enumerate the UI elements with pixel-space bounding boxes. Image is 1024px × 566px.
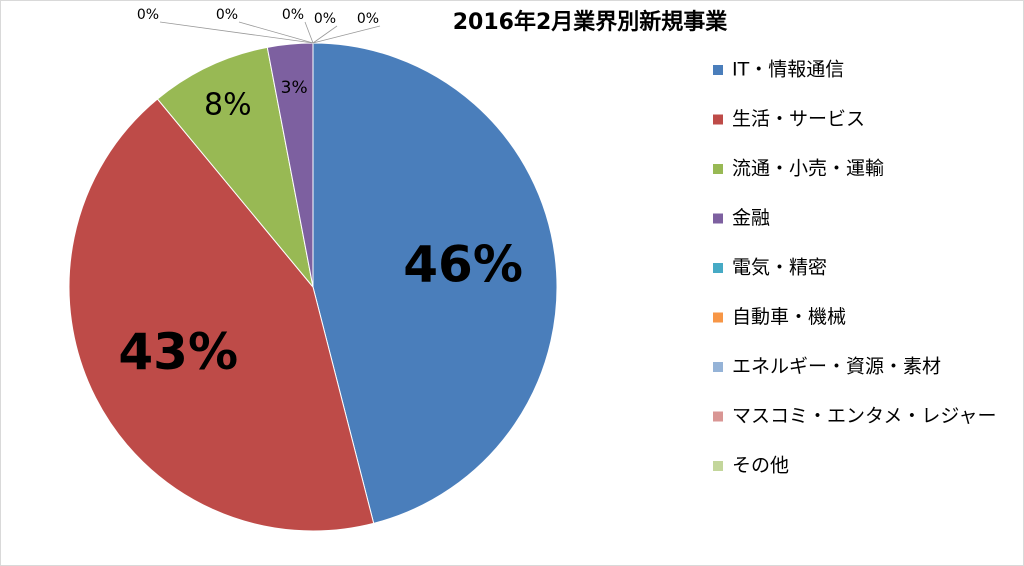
leader-line	[304, 21, 314, 44]
legend-swatch	[713, 263, 723, 273]
legend-swatch	[713, 362, 723, 372]
legend-label: 自動車・機械	[732, 306, 846, 328]
legend-label: その他	[732, 455, 789, 477]
data-label: 0%	[314, 11, 336, 27]
data-label: 0%	[282, 7, 304, 23]
chart-title: 2016年2月業界別新規事業	[453, 9, 729, 35]
legend-label: マスコミ・エンタメ・レジャー	[732, 405, 996, 427]
data-label: 0%	[137, 7, 159, 23]
leader-line	[159, 21, 314, 44]
pie-slice	[68, 98, 375, 532]
leader-line	[238, 21, 314, 44]
data-label: 0%	[357, 11, 379, 27]
legend-swatch	[713, 461, 723, 471]
data-label: 0%	[216, 7, 238, 23]
legend-swatch	[713, 411, 723, 422]
legend-label: エネルギー・資源・素材	[732, 356, 941, 378]
data-label: 46%	[403, 236, 523, 294]
pie-slice	[312, 42, 558, 524]
legend-swatch	[713, 213, 723, 224]
leader-line	[312, 25, 381, 44]
legend-label: 電気・精密	[732, 257, 827, 279]
legend-label: IT・情報通信	[732, 59, 844, 81]
data-label: 43%	[118, 323, 238, 381]
leader-line	[312, 25, 338, 44]
legend-swatch	[713, 114, 723, 125]
data-label: 8%	[204, 87, 252, 122]
legend-label: 金融	[732, 207, 770, 229]
legend-swatch	[713, 65, 723, 75]
data-label: 3%	[281, 78, 308, 98]
legend-swatch	[713, 164, 723, 174]
legend-swatch	[713, 312, 723, 323]
legend-label: 生活・サービス	[732, 108, 865, 130]
legend-label: 流通・小売・運輸	[732, 158, 884, 180]
pie-slice	[156, 46, 314, 288]
